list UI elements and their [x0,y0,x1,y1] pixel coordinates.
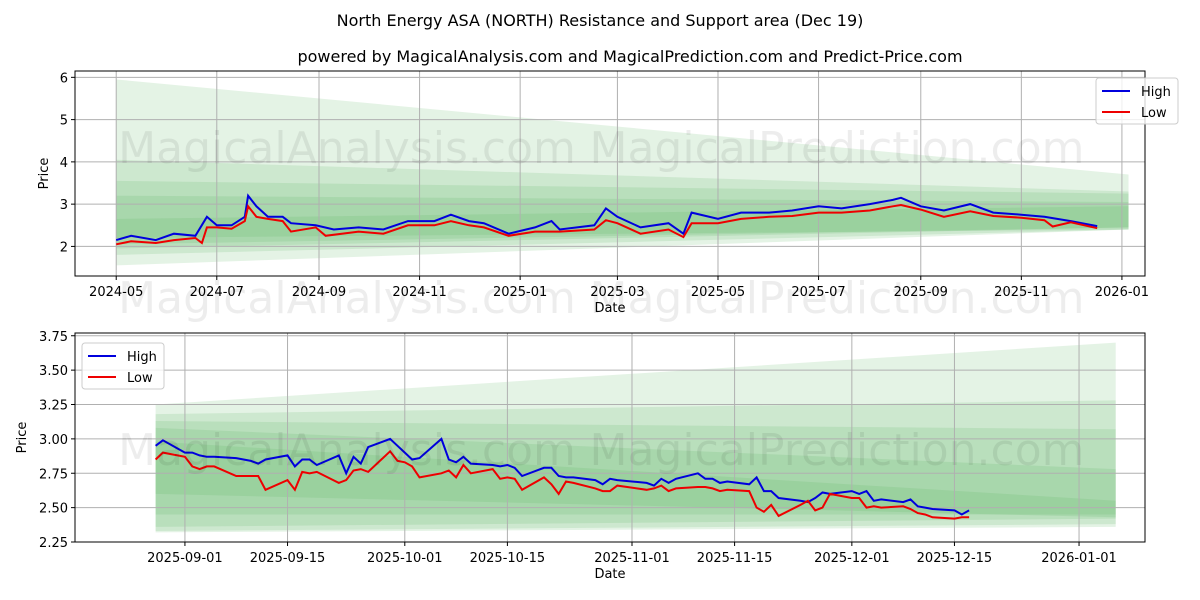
legend: High Low [81,342,165,390]
x-tick-label: 2025-09 [894,285,948,300]
x-tick-label: 2026-01 [1095,285,1149,300]
x-tick-label: 2025-03 [590,285,644,300]
x-tick-label: 2025-11 [994,285,1048,300]
y-axis-label: Price [37,158,52,190]
chart-panel-2: 2.25 2.50 2.75 3.00 3.25 3.50 3.75 2025-09-01 20… [15,330,1146,582]
watermark: MagicalAnalysis.com [118,123,576,174]
x-tick-label: 2024-09 [292,285,346,300]
y-tick-label: 2.50 [39,502,68,517]
watermark: MagicalAnalysis.com [118,273,576,324]
x-tick-label: 2025-12-01 [814,551,890,566]
series-line-high [154,437,970,516]
chart-title: North Energy ASA (NORTH) Resistance and … [337,11,864,30]
support-resistance-band [155,400,1116,531]
x-tick-label: 2025-05 [691,285,745,300]
y-tick-label: 3 [60,198,68,213]
series-line-low [116,203,1098,246]
x-tick-label: 2025-11-15 [697,551,773,566]
support-resistance-band [116,159,1129,255]
legend: High Low [1095,77,1179,125]
y-tick-label: 6 [60,71,68,86]
legend-label-low: Low [1141,106,1167,121]
plot-frame [74,70,1146,277]
support-resistance-band [155,427,1116,515]
x-tick-label: 2025-11-01 [594,551,670,566]
y-tick-label: 2 [60,240,68,255]
x-tick-label: 2025-01 [493,285,547,300]
x-tick-label: 2025-07 [791,285,845,300]
x-tick-label: 2026-01-01 [1041,551,1117,566]
support-resistance-band [116,79,1129,266]
x-tick-label: 2025-09-15 [250,551,326,566]
series-line-low [154,449,970,520]
support-resistance-band [116,206,1129,238]
x-tick-label: 2025-09-01 [147,551,223,566]
legend-label-low: Low [127,371,153,386]
legend-label-high: High [127,350,157,365]
y-tick-label: 5 [60,114,68,129]
y-tick-label: 3.25 [39,399,68,414]
watermark: MagicalPrediction.com [590,425,1085,476]
watermark: MagicalAnalysis.com [118,425,576,476]
chart-subtitle: powered by MagicalAnalysis.com and Magic… [297,47,962,66]
y-tick-label: 3.75 [39,330,68,345]
support-resistance-band [155,342,1116,533]
plot-frame [74,332,1146,543]
watermark: MagicalPrediction.com [590,123,1085,174]
y-tick-label: 2.25 [39,536,68,551]
y-tick-label: 4 [60,156,68,171]
watermark: MagicalPrediction.com [590,273,1085,324]
x-tick-label: 2025-12-15 [917,551,993,566]
x-axis-label: Date [594,567,625,582]
y-tick-label: 2.75 [39,467,68,482]
y-tick-label: 3.50 [39,364,68,379]
y-axis-label: Price [15,422,30,454]
x-axis-label: Date [594,301,625,316]
series-line-high [115,193,1098,242]
chart-panel-1: 2 3 4 5 6 2024-05 2024-07 2024-09 2024-11 2025-01… [37,70,1179,324]
y-tick-label: 3.00 [39,433,68,448]
x-tick-label: 2024-05 [89,285,143,300]
x-tick-label: 2024-11 [392,285,446,300]
legend-label-high: High [1141,85,1171,100]
support-resistance-band [155,441,1116,518]
x-tick-label: 2025-10-15 [470,551,546,566]
x-tick-label: 2025-10-01 [367,551,443,566]
x-tick-label: 2024-07 [190,285,244,300]
